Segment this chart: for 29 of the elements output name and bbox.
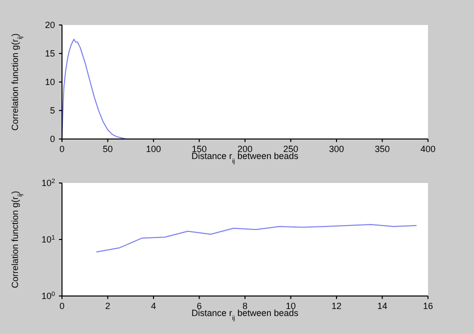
x-tick-label: 6 xyxy=(196,301,202,311)
x-axis-title: Distance r$_{ij}$ between beads xyxy=(192,308,299,322)
y-tick-label: 10$^{0}$ xyxy=(41,290,56,301)
y-tick-label: 10$^{2}$ xyxy=(41,178,56,188)
y-tick-label: 0 xyxy=(50,134,55,144)
x-tick-label: 4 xyxy=(150,301,156,311)
x-tick-label: 10 xyxy=(286,301,296,311)
line-series xyxy=(96,224,418,253)
y-tick-label: 20 xyxy=(44,20,55,30)
x-tick-label: 14 xyxy=(377,301,388,311)
x-tick-label: 300 xyxy=(328,144,344,154)
x-tick-label: 100 xyxy=(146,144,162,154)
y-tick-label: 5 xyxy=(50,106,55,116)
x-axis-title: Distance r$_{ij}$ between beads xyxy=(192,151,299,164)
x-tick-label: 0 xyxy=(59,144,65,154)
x-tick-label: 8 xyxy=(242,301,248,311)
x-tick-label: 200 xyxy=(237,144,253,154)
x-tick-label: 350 xyxy=(374,144,390,154)
x-tick-label: 150 xyxy=(192,144,207,154)
x-tick-label: 16 xyxy=(422,301,434,311)
x-tick-label: 50 xyxy=(102,144,113,154)
x-tick-label: 0 xyxy=(59,301,65,311)
y-tick-label: 10$^{1}$ xyxy=(41,234,56,244)
x-tick-label: 2 xyxy=(105,301,110,311)
x-tick-label: 12 xyxy=(331,301,342,311)
y-tick-label: 10 xyxy=(44,77,55,87)
y-tick-label: 15 xyxy=(44,48,55,58)
x-tick-label: 250 xyxy=(283,144,298,154)
x-tick-label: 400 xyxy=(420,144,436,154)
